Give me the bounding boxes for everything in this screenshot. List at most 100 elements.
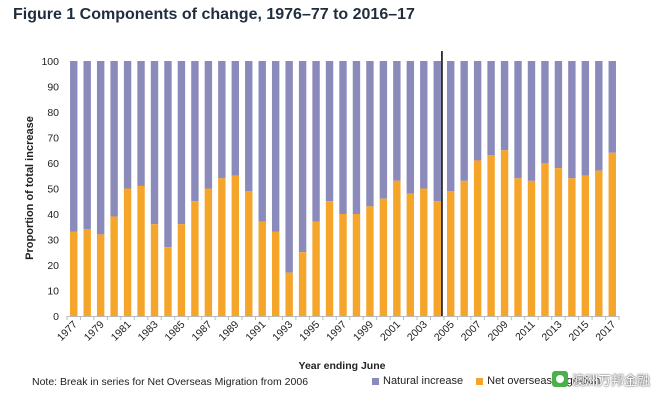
bar-net-overseas-migration xyxy=(500,150,509,316)
bar-natural-increase xyxy=(137,61,145,186)
wechat-logo-icon xyxy=(551,371,568,387)
bar-natural-increase xyxy=(420,61,428,189)
bar-natural-increase xyxy=(70,61,78,232)
bar-net-overseas-migration xyxy=(554,168,563,316)
x-tick-label: 2007 xyxy=(459,319,484,344)
legend-item-net-overseas-migration: Net overseas migration xyxy=(476,375,600,387)
bar-natural-increase xyxy=(191,61,199,202)
bar-net-overseas-migration xyxy=(406,193,415,316)
y-tick-label: 40 xyxy=(47,209,59,221)
bar-net-overseas-migration xyxy=(177,224,186,316)
bar-natural-increase xyxy=(204,61,213,189)
y-tick-label: 90 xyxy=(47,82,59,94)
x-axis-label: Year ending June xyxy=(299,360,386,372)
legend-label-natural-increase: Natural increase xyxy=(383,375,464,387)
bar-net-overseas-migration xyxy=(96,234,105,316)
x-tick-label: 2013 xyxy=(540,319,565,344)
x-tick-label: 1987 xyxy=(189,319,214,344)
y-tick-label: 70 xyxy=(47,133,59,145)
legend-item-natural-increase: Natural increase xyxy=(372,375,463,387)
bar-natural-increase xyxy=(541,61,549,163)
bar-natural-increase xyxy=(352,61,361,214)
bar-net-overseas-migration xyxy=(231,175,239,316)
bar-net-overseas-migration xyxy=(514,178,522,316)
bar-net-overseas-migration xyxy=(487,155,495,316)
bar-net-overseas-migration xyxy=(70,231,78,316)
bar-net-overseas-migration xyxy=(245,191,253,316)
bar-natural-increase xyxy=(123,61,132,189)
bar-natural-increase xyxy=(554,61,563,169)
chart-title: Figure 1 Components of change, 1976–77 t… xyxy=(13,6,415,23)
bar-natural-increase xyxy=(231,61,239,176)
bar-natural-increase xyxy=(177,61,186,225)
y-tick-label: 80 xyxy=(47,107,59,119)
bar-natural-increase xyxy=(608,61,616,153)
bar-natural-increase xyxy=(218,61,226,179)
bar-net-overseas-migration xyxy=(110,216,118,316)
bar-net-overseas-migration xyxy=(420,188,428,316)
bar-natural-increase xyxy=(527,61,536,181)
bar-net-overseas-migration xyxy=(568,178,576,316)
x-tick-label: 2003 xyxy=(405,319,430,344)
bar-net-overseas-migration xyxy=(123,188,132,316)
bar-net-overseas-migration xyxy=(433,201,441,316)
bar-net-overseas-migration xyxy=(473,160,482,316)
bar-natural-increase xyxy=(258,61,266,222)
bar-natural-increase xyxy=(285,61,293,273)
bar-net-overseas-migration xyxy=(150,224,159,316)
x-tick-label: 1983 xyxy=(136,319,161,344)
x-tick-label: 2015 xyxy=(566,319,591,344)
bar-natural-increase xyxy=(245,61,253,192)
bar-net-overseas-migration xyxy=(258,221,266,316)
legend-swatch-natural-increase xyxy=(372,377,379,385)
bar-net-overseas-migration xyxy=(285,272,293,316)
x-tick-label: 2011 xyxy=(513,319,538,344)
bar-net-overseas-migration xyxy=(460,180,468,316)
y-axis: 0 10 20 30 40 50 60 70 80 90 100 xyxy=(41,56,59,323)
x-tick-label: 1989 xyxy=(216,319,241,344)
bar-natural-increase xyxy=(325,61,334,202)
x-tick-label: 1997 xyxy=(324,319,349,344)
bar-natural-increase xyxy=(447,61,455,192)
y-tick-label: 50 xyxy=(47,184,59,196)
x-tick-label: 2001 xyxy=(378,319,403,344)
legend-swatch-net-overseas-migration xyxy=(476,377,484,385)
y-tick-label: 0 xyxy=(53,311,59,323)
bar-net-overseas-migration xyxy=(204,188,213,316)
bar-net-overseas-migration xyxy=(339,214,347,316)
bar-net-overseas-migration xyxy=(218,178,226,316)
bar-net-overseas-migration xyxy=(581,175,590,316)
bar-net-overseas-migration xyxy=(447,191,455,316)
x-tick-label: 1995 xyxy=(297,319,322,344)
bar-natural-increase xyxy=(298,61,307,253)
bar-natural-increase xyxy=(460,61,468,181)
bar-net-overseas-migration xyxy=(366,206,374,316)
x-tick-label: 2017 xyxy=(593,319,618,344)
bar-net-overseas-migration xyxy=(191,201,199,316)
x-tick-label: 1991 xyxy=(243,319,268,344)
bar-natural-increase xyxy=(595,61,603,171)
watermark-text: 澳洲万邦金融 xyxy=(571,373,650,389)
bar-net-overseas-migration xyxy=(595,170,603,316)
bar-natural-increase xyxy=(312,61,320,222)
bar-natural-increase xyxy=(339,61,347,214)
bar-net-overseas-migration xyxy=(527,180,536,316)
bar-natural-increase xyxy=(473,61,482,161)
bar-net-overseas-migration xyxy=(325,201,334,316)
bar-natural-increase xyxy=(96,61,105,235)
bar-natural-increase xyxy=(406,61,415,194)
y-tick-label: 100 xyxy=(41,56,59,68)
bar-natural-increase xyxy=(150,61,159,225)
y-tick-label: 60 xyxy=(47,158,59,170)
x-tick-label: 1981 xyxy=(109,319,134,344)
watermark: 澳洲万邦金融 xyxy=(551,368,650,390)
bar-natural-increase xyxy=(366,61,374,207)
bar-natural-increase xyxy=(83,61,91,230)
bar-net-overseas-migration xyxy=(137,185,145,316)
bar-net-overseas-migration xyxy=(298,252,307,316)
bar-natural-increase xyxy=(487,61,495,156)
legend-label-net-overseas-migration: Net overseas migration xyxy=(487,375,601,387)
legend: Natural increase Net overseas migration xyxy=(372,375,610,387)
bar-net-overseas-migration xyxy=(312,221,320,316)
